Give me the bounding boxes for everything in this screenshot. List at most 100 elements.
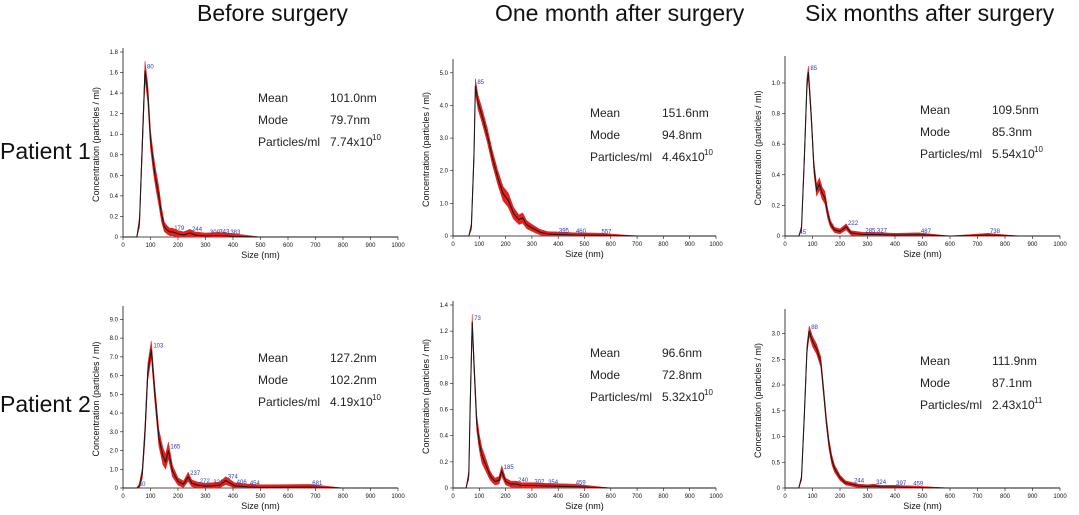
y-tick-label: 0.8 [110,153,119,159]
peak-label: 459 [576,481,587,487]
y-tick-label: 1.4 [440,303,449,309]
y-tick-label: 5.0 [110,392,119,398]
x-tick-label: 1000 [1053,242,1067,248]
column-header-before-surgery: Before surgery [197,0,348,26]
x-tick-label: 900 [365,494,376,500]
y-tick-label: 9.0 [110,317,119,323]
x-tick-label: 500 [255,243,266,249]
particles-label: Particles/ml [258,135,320,149]
y-tick-label: 5.0 [440,71,449,77]
x-tick-label: 700 [632,494,643,500]
mean-value: 101.0nm [330,91,377,105]
x-axis-title: Size (nm) [241,250,280,260]
mode-label: Mode [590,128,620,142]
mean-line [785,72,1060,237]
y-tick-label: 0.2 [110,214,119,220]
peak-label: 50 [139,482,146,488]
chart-patient2-six-months: 0 100 200 300 400 500 600 700 800 900 1000 0 0.5 1.0 1… [753,309,1067,511]
x-tick-label: 600 [606,242,617,248]
y-tick-label: 0 [777,486,781,492]
column-header-six-months: Six months after surgery [805,0,1055,26]
particles-value: 7.74x10 [330,135,373,149]
y-tick-label: 0 [115,235,119,241]
y-tick-label: 1.0 [110,132,119,138]
peak-label: 185 [504,465,515,471]
error-band [453,314,716,489]
x-tick-label: 400 [890,494,901,500]
mean-value: 109.5nm [992,103,1039,117]
y-tick-label: 0 [445,486,449,492]
particles-value: 2.43x10 [992,398,1035,412]
y-axis-title: Concentration (particles / ml) [91,87,101,202]
x-tick-label: 200 [501,494,512,500]
x-tick-label: 400 [553,242,564,248]
peak-label: 681 [312,481,323,487]
x-tick-label: 900 [685,242,696,248]
x-tick-label: 200 [835,494,846,500]
x-tick-label: 500 [579,242,590,248]
y-tick-label: 0.8 [440,381,449,387]
x-tick-label: 600 [945,242,956,248]
x-axis-title: Size (nm) [903,249,942,259]
mean-line [123,349,398,489]
y-tick-label: 3.0 [110,430,119,436]
y-tick-label: 0 [777,234,781,240]
x-tick-label: 600 [945,494,956,500]
x-tick-label: 600 [283,243,294,249]
y-tick-label: 2.5 [772,357,781,363]
x-tick-label: 0 [783,242,787,248]
y-tick-label: 0 [115,486,119,492]
particles-label: Particles/ml [258,395,320,409]
y-axis-title: Concentration (particles / ml) [91,341,101,456]
mode-label: Mode [258,373,288,387]
peak-label: 309 [210,230,221,236]
particles-exponent: 10 [704,388,713,397]
x-tick-label: 800 [1000,242,1011,248]
mean-value: 111.9nm [992,354,1037,368]
error-band [785,66,1060,237]
mode-value: 87.1nm [992,376,1032,390]
particles-exponent: 10 [372,133,381,142]
row-header-patient-1: Patient 1 [0,138,91,164]
y-tick-label: 0.6 [110,173,119,179]
peak-label: 179 [174,226,185,232]
y-tick-label: 3.0 [772,332,781,338]
particles-exponent: 10 [1034,145,1043,154]
x-tick-label: 200 [173,243,184,249]
x-tick-label: 900 [685,494,696,500]
particles-label: Particles/ml [920,398,982,412]
y-tick-label: 0.5 [772,460,781,466]
mean-label: Mean [920,103,950,117]
x-tick-label: 800 [658,242,669,248]
peak-label: 454 [250,481,261,487]
x-tick-label: 800 [1000,494,1011,500]
error-band [123,61,398,238]
mean-line [453,85,716,237]
x-tick-label: 600 [606,494,617,500]
x-tick-label: 0 [121,494,125,500]
mode-value: 102.2nm [330,373,377,387]
particles-exponent: 10 [372,393,381,402]
mean-label: Mean [590,106,620,120]
x-tick-label: 800 [338,243,349,249]
mean-label: Mean [258,91,288,105]
x-tick-label: 400 [228,243,239,249]
peak-label: 738 [990,229,1001,235]
x-axis-title: Size (nm) [565,501,604,511]
y-tick-label: 3.0 [440,136,449,142]
x-tick-label: 400 [553,494,564,500]
peak-label: 80 [147,65,154,71]
y-axis-title: Concentration (particles / ml) [421,339,431,454]
mode-value: 79.7nm [330,113,370,127]
y-tick-label: 1.0 [772,81,781,87]
row-header-patient-2: Patient 2 [0,391,91,417]
y-tick-label: 0.6 [772,142,781,148]
x-tick-label: 500 [917,242,928,248]
y-tick-label: 1.4 [110,91,119,97]
y-tick-label: 2.0 [440,169,449,175]
y-tick-label: 2.0 [772,383,781,389]
y-tick-label: 0.4 [440,434,449,440]
x-tick-label: 1000 [391,243,405,249]
x-tick-label: 0 [121,243,125,249]
x-tick-label: 300 [862,242,873,248]
